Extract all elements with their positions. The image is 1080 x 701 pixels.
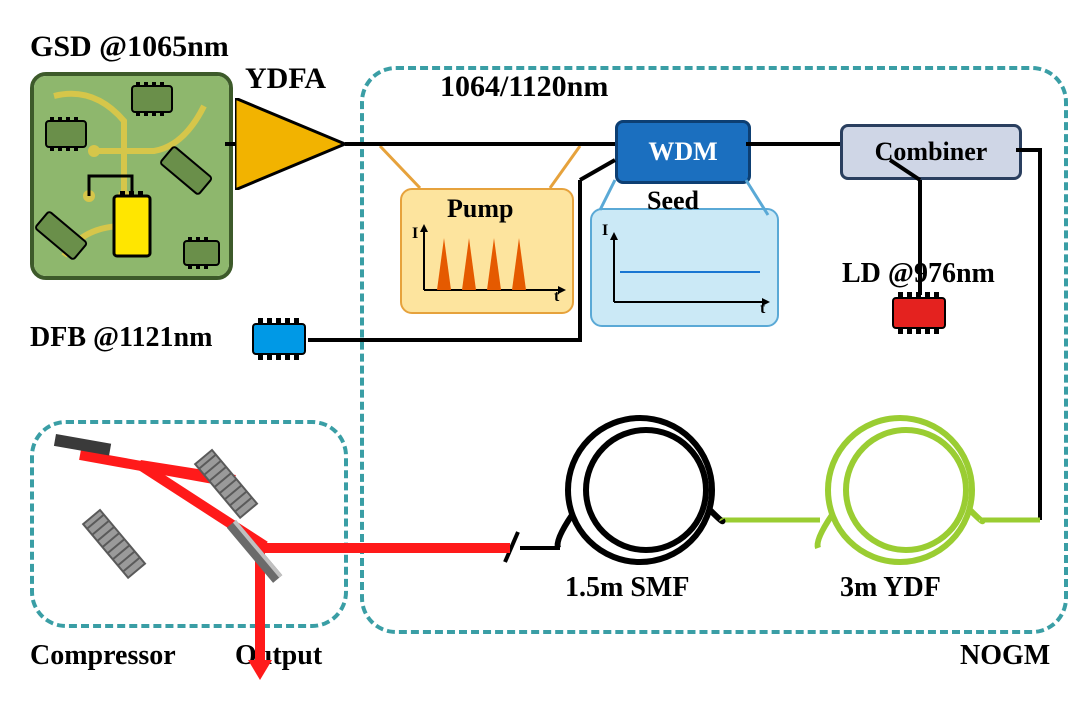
compressor-optics — [20, 20, 1060, 680]
